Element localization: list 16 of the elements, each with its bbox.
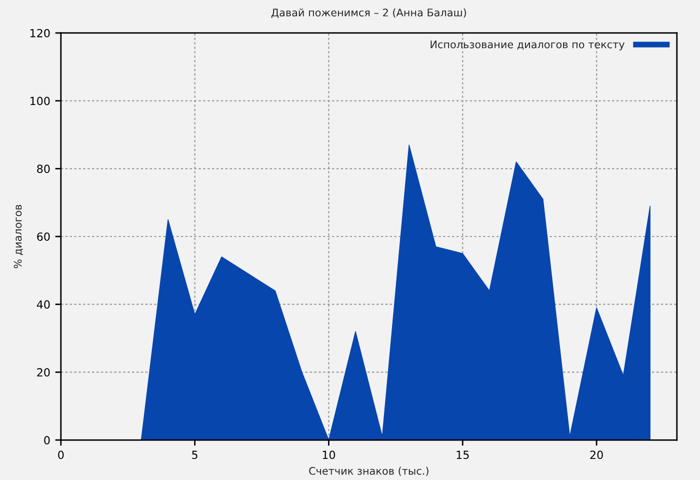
- y-tick-label: 120: [30, 28, 50, 38]
- x-tick-label: 5: [192, 450, 198, 460]
- x-tick-label: 15: [456, 450, 469, 460]
- legend-label: Использование диалогов по тексту: [430, 40, 624, 50]
- y-tick-label: 80: [37, 164, 50, 174]
- y-tick-label: 60: [37, 232, 50, 241]
- x-tick-label: 20: [590, 450, 603, 460]
- y-tick-label: 20: [37, 368, 50, 377]
- x-axis-title: Счетчик знаков (тыс.): [309, 466, 428, 476]
- y-tick-label: 0: [44, 436, 50, 444]
- x-tick-label: 10: [322, 450, 336, 460]
- chart-title: Давай поженимся – 2 (Анна Балаш): [271, 8, 466, 18]
- y-tick-label: 100: [30, 96, 50, 106]
- x-tick-label: 0: [58, 450, 64, 460]
- y-axis-title: % диалогов: [14, 204, 23, 268]
- y-tick-label: 40: [36, 300, 50, 309]
